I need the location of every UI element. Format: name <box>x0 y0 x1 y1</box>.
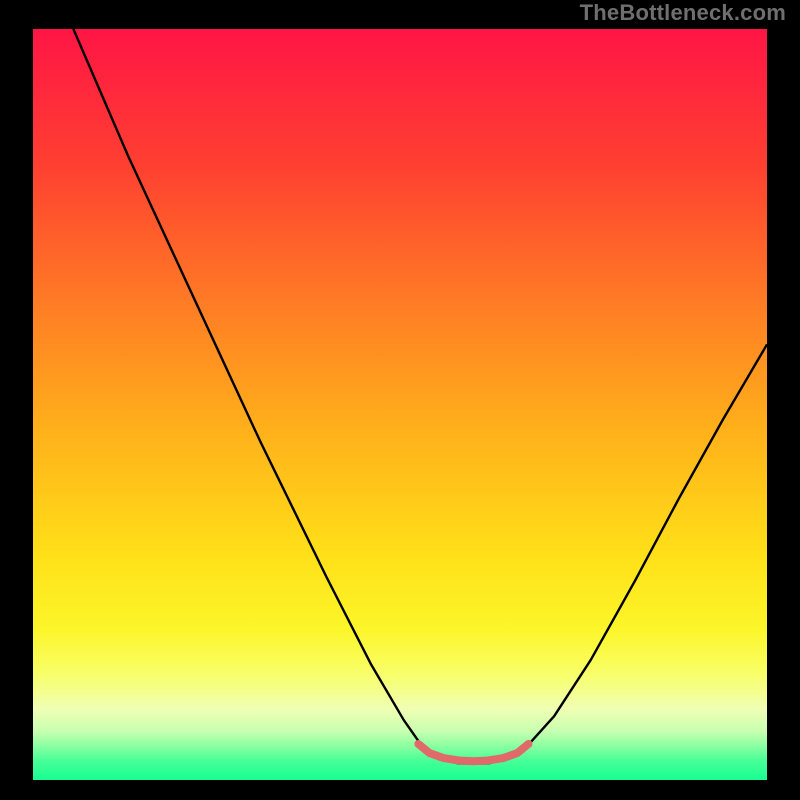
gradient-background <box>33 29 767 780</box>
watermark-text: TheBottleneck.com <box>580 0 786 26</box>
chart-svg <box>33 29 767 780</box>
chart-plot-area <box>33 29 767 780</box>
